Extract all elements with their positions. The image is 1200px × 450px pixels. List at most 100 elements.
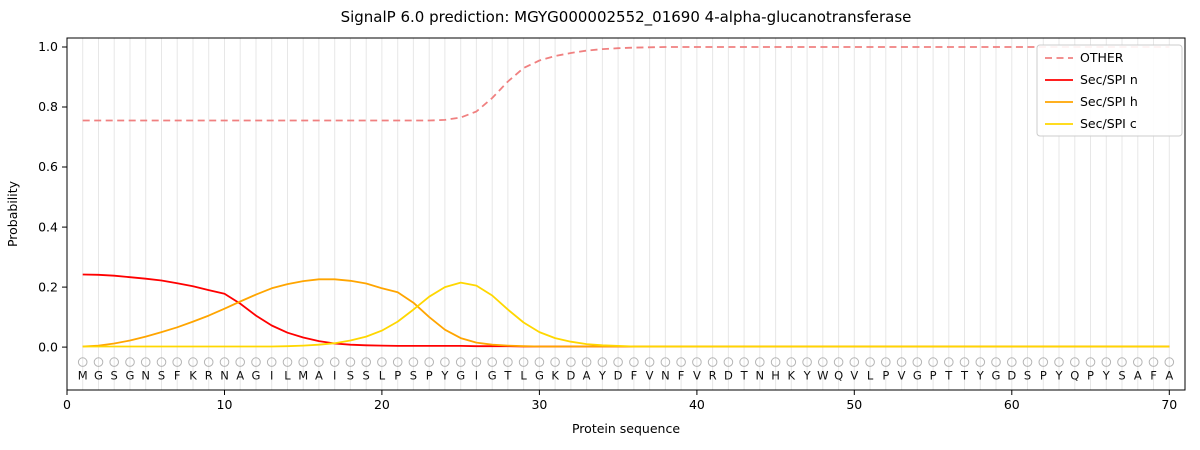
residue-letter: G <box>94 369 103 383</box>
position-marker <box>534 357 545 367</box>
x-tick-label: 40 <box>689 397 705 412</box>
position-marker <box>660 357 671 367</box>
position-marker <box>471 357 482 367</box>
residue-letter: I <box>333 369 336 383</box>
residue-letter: K <box>189 369 197 383</box>
position-marker <box>424 357 435 367</box>
residue-letter: V <box>898 369 906 383</box>
position-marker <box>550 357 560 367</box>
residue-letter: G <box>456 369 465 383</box>
position-marker <box>251 357 261 367</box>
legend-label: OTHER <box>1080 50 1124 65</box>
residue-letter: Y <box>976 369 985 383</box>
position-marker <box>739 357 749 367</box>
position-marker <box>975 357 986 367</box>
x-tick-label: 60 <box>1004 397 1020 412</box>
position-marker <box>1133 357 1143 367</box>
position-marker <box>172 357 182 367</box>
residue-letter: H <box>771 369 780 383</box>
residue-letter: Y <box>598 369 607 383</box>
y-tick-label: 0.0 <box>38 339 58 354</box>
position-marker <box>1101 357 1112 367</box>
x-tick-label: 0 <box>63 397 71 412</box>
position-marker <box>849 357 860 367</box>
x-tick-label: 50 <box>846 397 862 412</box>
residue-letter: M <box>298 369 308 383</box>
position-marker <box>676 357 686 367</box>
position-marker <box>1007 357 1017 367</box>
residue-letter: P <box>1040 369 1047 383</box>
position-marker <box>896 357 907 367</box>
residue-letter: F <box>631 369 638 383</box>
residue-letter: D <box>566 369 575 383</box>
y-axis-ticks: 0.0 0.2 0.4 0.6 0.8 1.0 <box>38 39 67 354</box>
residue-letter: N <box>755 369 764 383</box>
y-axis-label: Probability <box>5 180 20 247</box>
residue-letter: P <box>394 369 401 383</box>
position-marker <box>93 357 104 367</box>
residue-letter: T <box>960 369 969 383</box>
position-marker <box>503 357 513 367</box>
position-marker <box>944 357 954 367</box>
residue-letter: G <box>252 369 261 383</box>
residue-letter: P <box>426 369 433 383</box>
residue-letter: S <box>363 369 370 383</box>
legend-label: Sec/SPI c <box>1080 116 1137 131</box>
position-marker <box>140 357 151 367</box>
series-line-sec-spi-c <box>82 281 1170 348</box>
residue-letter: G <box>126 369 135 383</box>
residue-letter: G <box>488 369 497 383</box>
position-marker <box>802 357 812 367</box>
position-marker <box>455 357 466 367</box>
residue-letter: S <box>111 369 118 383</box>
position-marker <box>928 357 938 367</box>
position-marker <box>707 357 718 367</box>
residue-letter: L <box>379 369 386 383</box>
x-axis-label: Protein sequence <box>572 421 680 436</box>
position-marker <box>912 357 923 367</box>
position-marker <box>755 357 765 367</box>
residue-letter: A <box>583 369 591 383</box>
residue-letter: V <box>850 369 858 383</box>
position-marker <box>1038 357 1049 367</box>
residue-letter: S <box>410 369 417 383</box>
x-tick-label: 30 <box>531 397 547 412</box>
position-marker <box>156 357 167 367</box>
residue-letter: G <box>913 369 922 383</box>
position-marker <box>833 357 844 367</box>
position-marker <box>361 357 372 367</box>
series-line-sec-spi-n <box>82 273 1170 348</box>
residue-position-markers <box>77 357 1175 367</box>
residue-letter: Q <box>834 369 843 383</box>
position-marker <box>581 357 592 367</box>
y-tick-label: 1.0 <box>38 39 58 54</box>
y-tick-label: 0.6 <box>38 159 58 174</box>
position-marker <box>692 357 702 367</box>
position-marker <box>1085 357 1096 367</box>
position-marker <box>125 357 135 367</box>
plot-frame <box>66 37 1186 391</box>
position-marker <box>314 357 324 367</box>
position-marker <box>644 357 655 367</box>
residue-letter: R <box>205 369 213 383</box>
residue-letter: W <box>817 369 828 383</box>
residue-letter: F <box>678 369 685 383</box>
residue-letter: P <box>930 369 937 383</box>
position-marker <box>613 357 623 367</box>
residue-letter: K <box>551 369 559 383</box>
residue-letter: P <box>882 369 889 383</box>
residue-letter: R <box>709 369 717 383</box>
position-marker <box>1054 357 1064 367</box>
residue-letter: D <box>614 369 623 383</box>
series-line-sec-spi-h <box>82 278 1170 348</box>
position-marker <box>345 357 356 367</box>
position-marker <box>865 357 875 367</box>
residue-letter: L <box>520 369 527 383</box>
legend-label: Sec/SPI n <box>1080 72 1138 87</box>
gridlines <box>82 38 1170 390</box>
residue-letter: N <box>141 369 150 383</box>
position-marker <box>1117 357 1127 367</box>
